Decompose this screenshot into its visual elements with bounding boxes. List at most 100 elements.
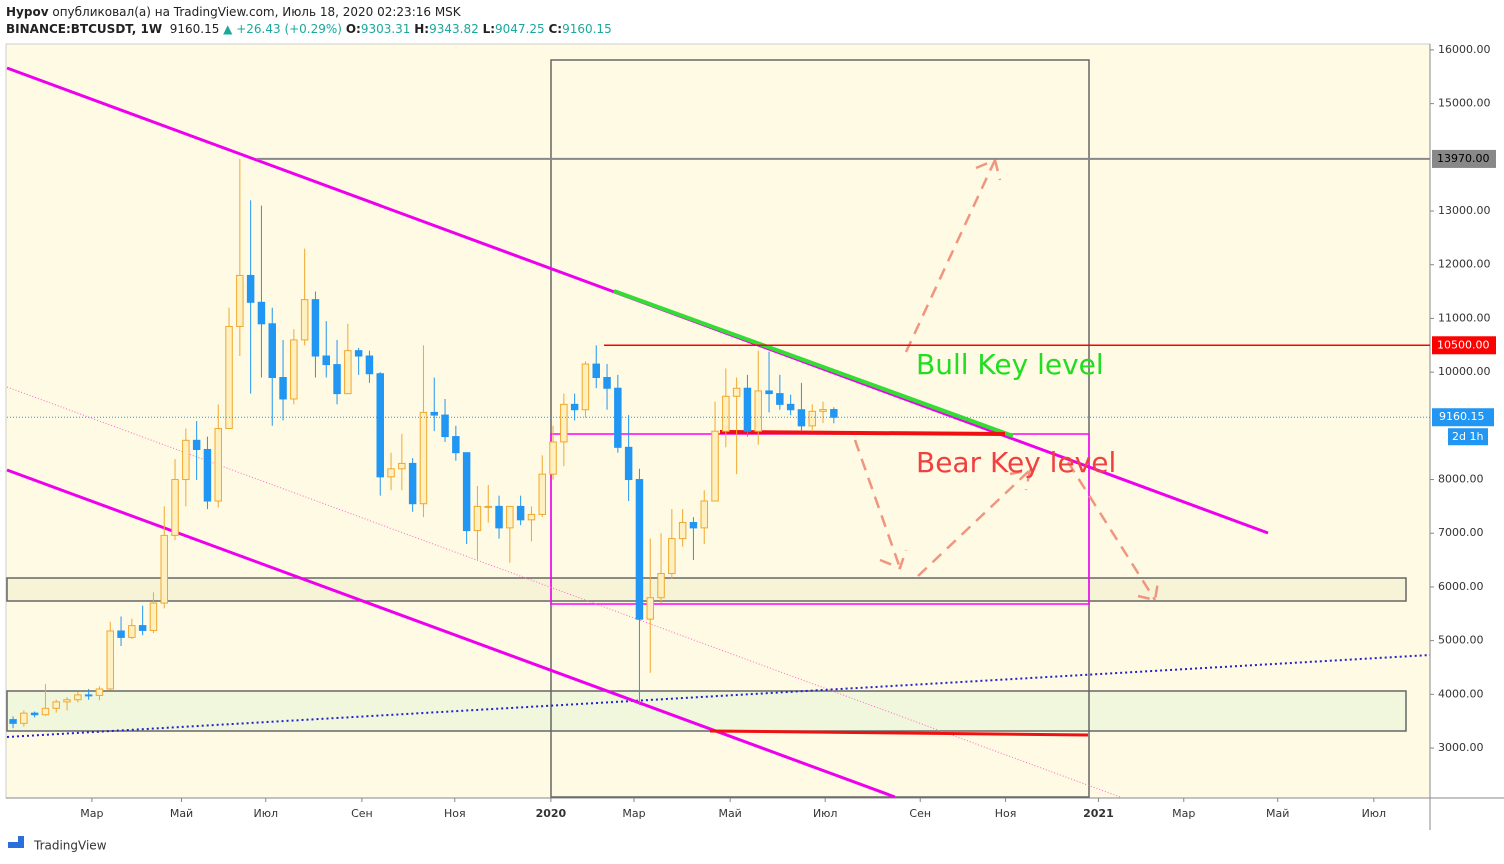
last-price-label: 9160.15: [1439, 410, 1485, 423]
candle-body: [236, 274, 244, 327]
candle-body: [473, 505, 482, 532]
candle-body: [52, 701, 60, 709]
price-label-bg: [1432, 336, 1496, 355]
candle-body: [41, 707, 50, 716]
candle-body: [776, 393, 784, 405]
candle-body: [149, 602, 158, 631]
x-tick-label: Мар: [80, 807, 103, 820]
symbol: BINANCE:BTCUSDT, 1W: [6, 22, 163, 36]
candle-body: [106, 630, 114, 690]
ohlc-value: 9303.31: [360, 22, 411, 36]
y-tick-label: 12000.00: [1438, 258, 1491, 271]
brand: TradingView: [33, 839, 107, 853]
candle-body: [743, 387, 752, 432]
candle-body: [700, 500, 708, 529]
candle-body: [830, 409, 838, 418]
x-tick-label: Мар: [622, 807, 645, 820]
candle-body: [279, 377, 287, 400]
candle-body: [430, 411, 438, 416]
arrow: [904, 158, 1002, 353]
x-tick-label: 2020: [536, 807, 567, 820]
overlay: 16000.00 15000.00 13000.00 12000.00 11000.00…: [7, 43, 1496, 820]
candle-body: [603, 377, 611, 389]
candle-body: [408, 462, 417, 505]
candle-body: [84, 694, 93, 697]
candle-body: [398, 462, 406, 470]
y-tick-label: 3000.00: [1438, 741, 1484, 754]
candle-body: [344, 350, 352, 395]
candle-body: [333, 364, 341, 395]
candle-body: [689, 522, 698, 529]
x-tick-label: Июл: [813, 807, 838, 820]
candle-body: [246, 274, 255, 303]
candle-body: [592, 363, 600, 378]
candle-body: [214, 428, 222, 502]
candle-body: [74, 694, 82, 701]
candle-body: [63, 699, 71, 703]
candle-body: [192, 439, 201, 450]
candle-body: [354, 350, 363, 357]
zone-box: [6, 690, 1407, 732]
candle-body: [300, 299, 309, 341]
x-tick-label: 2021: [1083, 807, 1114, 820]
candle-body: [711, 430, 719, 502]
candle-body: [538, 473, 546, 515]
candle-body: [225, 325, 233, 430]
candle-body: [624, 446, 633, 481]
candle-body: [20, 712, 28, 724]
candle-body: [581, 363, 590, 411]
y-tick-label: 4000.00: [1438, 687, 1484, 700]
y-tick-label: 13000.00: [1438, 204, 1491, 217]
arrow: [1066, 461, 1160, 602]
ohlc-value: 9047.25: [495, 22, 545, 36]
ohlc-key: H:: [414, 22, 430, 36]
candle-body: [646, 597, 654, 620]
candle-body: [614, 387, 622, 448]
candle-body: [484, 505, 492, 508]
candle-body: [171, 479, 179, 536]
ohlc-key: L:: [482, 22, 496, 36]
candle-body: [452, 436, 460, 454]
y-tick-label: 11000.00: [1438, 311, 1491, 324]
candle-body: [365, 355, 374, 375]
drawings: [6, 59, 1431, 799]
logo: [8, 836, 24, 848]
candle-body: [765, 390, 773, 395]
candle-body: [203, 448, 212, 502]
candle-body: [786, 403, 795, 411]
y-tick-label: 7000.00: [1438, 526, 1484, 539]
x-tick-label: Сен: [909, 807, 931, 820]
arrow: [853, 439, 908, 570]
candle-body: [808, 410, 816, 427]
y-tick-label: 8000.00: [1438, 473, 1484, 486]
last: 9160.15: [169, 22, 220, 36]
plot-bg: [5, 43, 1431, 799]
x-tick-label: Ноя: [444, 807, 466, 820]
y-tick-label: 15000.00: [1438, 97, 1491, 110]
candle-body: [506, 505, 514, 529]
header: Hypov опубликовал(а) на TradingView.com,…: [6, 4, 612, 38]
ohlc-key: C:: [548, 22, 563, 36]
candle-body: [160, 534, 168, 604]
candle-body: [570, 403, 579, 411]
zone-box: [6, 577, 1407, 602]
candle-body: [549, 441, 557, 475]
candle-body: [462, 452, 471, 532]
candle-body: [268, 323, 276, 378]
candle-body: [387, 468, 395, 478]
arrows: [853, 158, 1160, 602]
range-box: [550, 59, 1090, 798]
x-tick-label: Май: [718, 807, 741, 820]
y-tick-label: 16000.00: [1438, 43, 1491, 56]
x-tick-label: Май: [1266, 807, 1289, 820]
published: опубликовал(а) на TradingView.com, Июль …: [52, 5, 461, 19]
ohlc: O:9303.31 H:9343.82 L:9047.25 C:9160.15: [346, 22, 612, 36]
candle-body: [419, 411, 428, 505]
countdown: 2d 1h: [1452, 430, 1483, 443]
x-tick-label: Сен: [351, 807, 373, 820]
y-tick-label: 5000.00: [1438, 634, 1484, 647]
bear-line: [719, 430, 1006, 436]
symbol-line: BINANCE:BTCUSDT, 1W 9160.15 ▲ +26.43 (+0…: [6, 21, 612, 38]
candle-body: [117, 630, 125, 638]
author: Hypov: [6, 5, 49, 19]
